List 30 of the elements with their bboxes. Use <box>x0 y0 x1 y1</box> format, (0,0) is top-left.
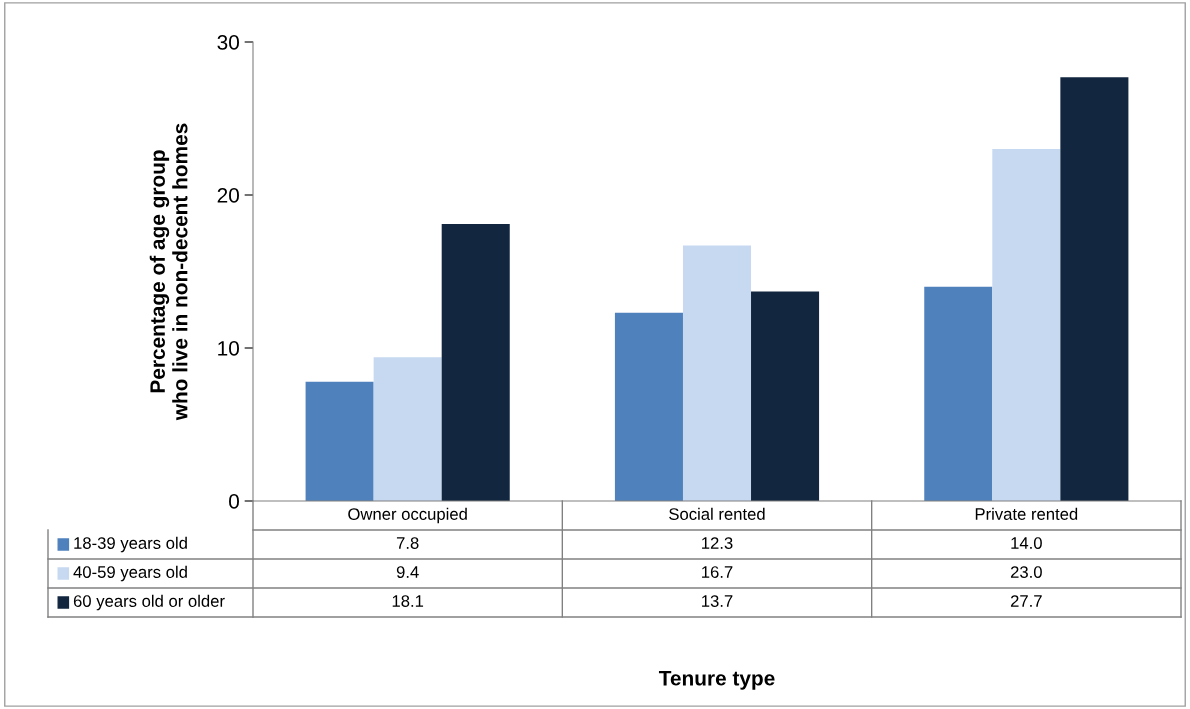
bar <box>751 291 820 501</box>
legend-label: 40-59 years old <box>73 565 187 582</box>
data-label: 13.7 <box>702 595 733 607</box>
data-label: 27.7 <box>1010 595 1042 607</box>
data-label: 7.8 <box>396 537 419 549</box>
bar <box>373 357 442 501</box>
y-tick-label: 20 <box>217 188 239 203</box>
x-tick-label: Owner occupied <box>348 507 467 524</box>
data-label: 16.7 <box>702 566 733 578</box>
bar <box>924 286 993 501</box>
bar <box>305 381 374 501</box>
bar <box>1060 77 1129 501</box>
legend-label: 60 years old or older <box>73 594 225 611</box>
bar <box>992 149 1061 501</box>
data-label: 14.0 <box>1011 537 1042 549</box>
y-axis-title: Percentage of age group who live in non-decent homes <box>149 123 188 421</box>
bar <box>682 245 752 501</box>
data-label: 23.0 <box>1010 566 1042 578</box>
y-tick-label: 0 <box>229 494 239 509</box>
x-tick-label: Private rented <box>975 507 1078 520</box>
bar <box>614 312 683 501</box>
data-label: 18.1 <box>392 595 424 607</box>
legend-label: 18-39 years old <box>74 536 187 553</box>
bar <box>441 224 510 501</box>
y-tick-label: 10 <box>218 341 239 356</box>
text: Tenure type <box>658 671 775 690</box>
y-tick-label: 30 <box>217 35 239 50</box>
data-label: 9.4 <box>396 566 419 578</box>
x-tick-label: Social rented <box>669 507 765 520</box>
data-label: 12.3 <box>702 537 733 549</box>
